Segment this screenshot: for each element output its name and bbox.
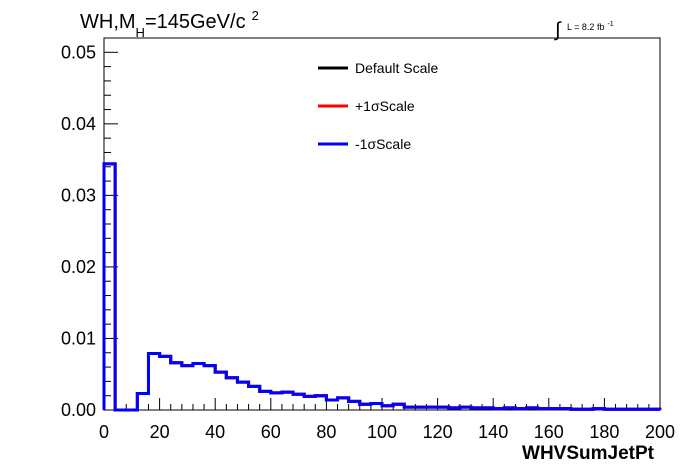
y-tick-label: 0.04 bbox=[61, 114, 96, 134]
x-tick-label: 160 bbox=[534, 422, 564, 442]
x-tick-label: 40 bbox=[205, 422, 225, 442]
y-tick-label: 0.05 bbox=[61, 42, 96, 62]
legend-label-1: +1σScale bbox=[355, 98, 415, 114]
x-tick-label: 0 bbox=[99, 422, 109, 442]
series-line-0 bbox=[102, 162, 662, 412]
y-tick-label: 0.00 bbox=[61, 400, 96, 420]
x-axis-ticks: 0 20 40 60 80 100 120 140 160 180 200 bbox=[99, 398, 675, 442]
luminosity-label: L = 8.2 fb -1 bbox=[567, 21, 614, 32]
series-layer bbox=[102, 162, 662, 412]
x-tick-label: 180 bbox=[589, 422, 619, 442]
title-suffix: =145GeV/c bbox=[145, 11, 246, 33]
luminosity-text: L = 8.2 fb bbox=[567, 22, 604, 32]
x-tick-label: 140 bbox=[478, 422, 508, 442]
series-line-1 bbox=[102, 162, 662, 412]
x-tick-label: 80 bbox=[316, 422, 336, 442]
y-axis-ticks: 0.00 0.01 0.02 0.03 0.04 0.05 bbox=[61, 37, 118, 420]
x-tick-label: 120 bbox=[423, 422, 453, 442]
title-superscript: 2 bbox=[252, 8, 259, 23]
legend-label-2: -1σScale bbox=[355, 136, 411, 152]
luminosity-superscript: -1 bbox=[607, 21, 613, 28]
legend: Default Scale +1σScale -1σScale bbox=[318, 60, 438, 152]
y-tick-label: 0.02 bbox=[61, 257, 96, 277]
series-line-2 bbox=[102, 162, 662, 412]
x-tick-label: 200 bbox=[645, 422, 675, 442]
luminosity-integral: ∫ bbox=[554, 19, 562, 41]
x-axis-title: WHVSumJetPt bbox=[522, 443, 655, 464]
legend-label-0: Default Scale bbox=[355, 60, 438, 76]
x-tick-label: 100 bbox=[367, 422, 397, 442]
plot-frame bbox=[103, 37, 661, 411]
title-subscript: H bbox=[136, 25, 145, 40]
x-tick-label: 20 bbox=[150, 422, 170, 442]
y-tick-label: 0.01 bbox=[61, 328, 96, 348]
chart-title: WH,MH=145GeV/c 2 bbox=[80, 8, 259, 40]
x-tick-label: 60 bbox=[261, 422, 281, 442]
y-tick-label: 0.03 bbox=[61, 185, 96, 205]
title-prefix: WH,M bbox=[80, 11, 136, 33]
